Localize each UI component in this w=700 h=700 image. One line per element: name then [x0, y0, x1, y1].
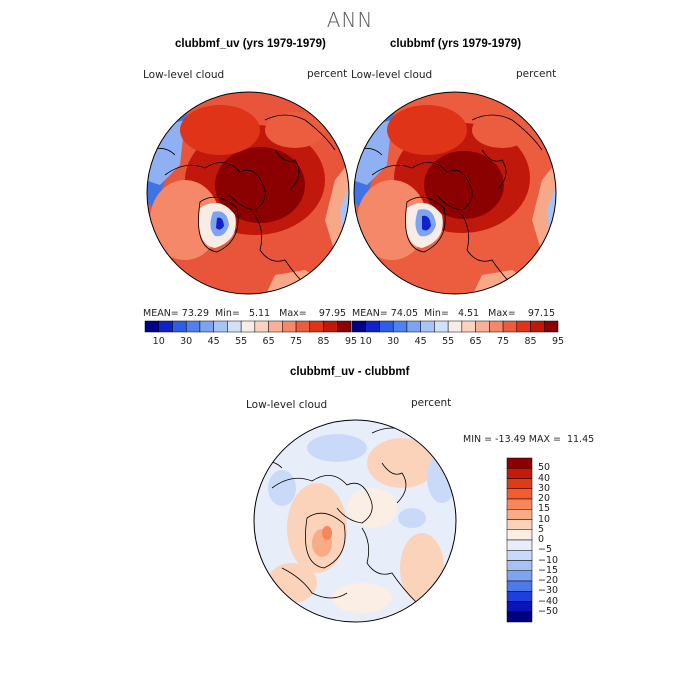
difference-colorbar [506, 457, 533, 623]
panel-1-variable-label: Low-level cloud [143, 69, 225, 81]
colorbar-swatch [530, 320, 545, 333]
colorbar-swatch [337, 320, 352, 333]
colorbar-tick-label: 65 [262, 336, 275, 347]
colorbar-swatch [199, 320, 214, 333]
main-title: ANN [326, 8, 374, 32]
colorbar-swatch [489, 320, 504, 333]
colorbar-tick-label: 15 [538, 503, 551, 515]
colorbar-swatch [506, 560, 533, 571]
colorbar-swatch [144, 320, 159, 333]
colorbar-tick-label: 45 [414, 336, 427, 347]
colorbar-tick-label: 0 [538, 534, 545, 545]
difference-units-label: percent [411, 397, 452, 409]
colorbar-swatch [392, 320, 408, 333]
colorbar-swatch [158, 320, 173, 333]
colorbar-swatch [213, 320, 228, 333]
colorbar-swatch [506, 539, 533, 551]
difference-range-text: MIN = -13.49 MAX = 11.45 [463, 434, 595, 445]
colorbar-tick-label: 95 [344, 336, 358, 347]
difference-variable-label: Low-level cloud [246, 399, 328, 411]
colorbar-swatch [506, 509, 533, 520]
colorbar-swatch [447, 320, 463, 333]
colorbar-tick-label: 40 [538, 472, 551, 484]
colorbar-tick-label: 85 [317, 336, 330, 347]
difference-polar-map [253, 419, 457, 623]
colorbar-swatch [506, 570, 533, 582]
colorbar-swatch [506, 529, 533, 541]
colorbar-swatch [506, 550, 533, 561]
colorbar-swatch [506, 468, 533, 479]
colorbar-tick-label: 95 [551, 336, 565, 347]
panel-1-stats: MEAN= 73.29 Min= 5.11 Max= 97.95 [143, 308, 347, 319]
colorbar-swatch [172, 320, 187, 333]
panel-2-variable-label: Low-level cloud [351, 69, 433, 81]
colorbar-tick-label: −10 [538, 554, 559, 566]
colorbar-swatch [506, 519, 533, 530]
colorbar-tick-label: 10 [359, 336, 372, 347]
colorbar-swatch [506, 478, 533, 489]
colorbar-tick-label: 75 [497, 336, 510, 347]
colorbar-tick-label: 85 [524, 336, 537, 347]
panel-1-colorbar-ticks: 10 30 45 55 65 75 85 95 [145, 336, 357, 350]
colorbar-swatch [506, 611, 533, 623]
panel-2-colorbar [351, 320, 559, 333]
colorbar-swatch [365, 320, 380, 333]
panel-2-colorbar-ticks: 10 30 45 55 65 75 85 95 [352, 336, 564, 350]
colorbar-swatch [506, 488, 533, 500]
colorbar-tick-label: 65 [469, 336, 482, 347]
colorbar-swatch [506, 601, 533, 612]
colorbar-swatch [420, 320, 435, 333]
colorbar-swatch [406, 320, 421, 333]
colorbar-tick-label: 75 [290, 336, 303, 347]
colorbar-swatch [309, 320, 324, 333]
colorbar-swatch [502, 320, 518, 333]
panel-2-polar-map [353, 91, 557, 295]
panel-1-title: clubbmf_uv (yrs 1979-1979) [175, 38, 326, 50]
colorbar-tick-label: −15 [538, 564, 559, 576]
colorbar-swatch [323, 320, 338, 333]
colorbar-tick-label: 50 [538, 462, 551, 474]
panel-1-colorbar [144, 320, 352, 333]
colorbar-tick-label: −50 [538, 605, 559, 617]
panel-1-units-label: percent [307, 68, 348, 80]
colorbar-swatch [516, 320, 531, 333]
colorbar-swatch [379, 320, 394, 333]
colorbar-tick-label: 30 [180, 336, 193, 347]
colorbar-swatch [227, 320, 242, 333]
colorbar-swatch [282, 320, 297, 333]
colorbar-tick-label: 20 [538, 493, 551, 504]
colorbar-swatch [544, 320, 559, 333]
colorbar-tick-label: −40 [538, 595, 559, 607]
colorbar-tick-label: 30 [387, 336, 400, 347]
colorbar-tick-label: 45 [207, 336, 220, 347]
colorbar-swatch [461, 320, 476, 333]
colorbar-swatch [506, 580, 533, 592]
panel-1-polar-map [146, 91, 350, 295]
colorbar-tick-label: 10 [152, 336, 165, 347]
panel-2-title: clubbmf (yrs 1979-1979) [390, 38, 522, 50]
colorbar-swatch [240, 320, 256, 333]
colorbar-tick-label: −20 [538, 575, 559, 586]
colorbar-tick-label: 10 [538, 513, 551, 525]
colorbar-tick-label: 30 [538, 482, 551, 494]
colorbar-swatch [506, 591, 533, 602]
difference-title: clubbmf_uv - clubbmf [290, 366, 410, 378]
colorbar-swatch [268, 320, 283, 333]
colorbar-swatch [506, 457, 533, 469]
colorbar-tick-label: −5 [538, 544, 553, 556]
colorbar-swatch [295, 320, 311, 333]
colorbar-tick-label: 55 [235, 336, 248, 347]
colorbar-swatch [434, 320, 449, 333]
colorbar-tick-label: −30 [538, 585, 559, 597]
colorbar-tick-label: 55 [442, 336, 455, 347]
panel-2-stats: MEAN= 74.05 Min= 4.51 Max= 97.15 [352, 308, 556, 319]
colorbar-swatch [185, 320, 201, 333]
colorbar-tick-label: 5 [538, 523, 545, 535]
colorbar-swatch [351, 320, 366, 333]
colorbar-swatch [506, 498, 533, 510]
panel-2-units-label: percent [516, 68, 557, 80]
colorbar-swatch [475, 320, 490, 333]
difference-colorbar-ticks: 50 40 30 20 15 10 5 0 −5 −10 −15 −20 −30 −40 −50 [538, 458, 578, 622]
colorbar-swatch [254, 320, 269, 333]
